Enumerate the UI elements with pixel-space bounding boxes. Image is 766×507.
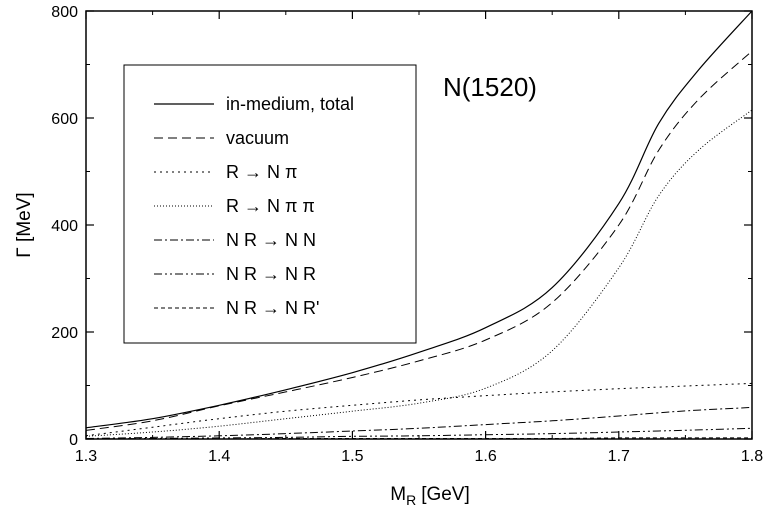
annotation-label: N(1520) [443,72,537,102]
x-tick-label: 1.5 [341,448,363,465]
series-line-n-r-n-r [85,427,753,440]
y-tick-label: 600 [51,111,78,128]
x-axis-title: MR [GeV] [390,484,470,507]
legend-label-r-n: R → N π [226,162,297,182]
y-axis-title: Γ [MeV] [14,192,35,257]
x-tick-label: 1.8 [741,448,763,465]
x-tick-label: 1.7 [608,448,630,465]
y-tick-label: 400 [51,218,78,235]
legend-label-n-r-n-r: N R → N R' [226,298,319,318]
legend-box [123,64,417,344]
legend-label-n-r-n-r: N R → N R [226,264,316,284]
legend-label-n-r-n-n: N R → N N [226,230,316,250]
y-tick-label: 0 [69,432,78,449]
axis-ticks [85,10,753,440]
legend-label-in-medium-total: in-medium, total [226,94,354,114]
y-tick-label: 200 [51,325,78,342]
series-line-in-medium-total [85,10,753,429]
x-tick-label: 1.3 [75,448,97,465]
series-line-vacuum [85,50,753,431]
axis-tick-labels: 1.3 1.4 1.5 1.6 1.7 1.8 0 200 400 600 800 [51,4,763,465]
y-tick-label: 800 [51,4,78,21]
series-lines [85,10,753,440]
legend: in-medium, total vacuum R → N π R → N π π N … [154,94,354,318]
legend-label-vacuum: vacuum [226,128,289,148]
series-line-r-n [85,109,753,437]
legend-label-r-n: R → N π π [226,196,315,216]
x-tick-label: 1.4 [208,448,230,465]
x-tick-label: 1.6 [474,448,496,465]
series-line-r-n [85,382,753,437]
series-line-n-r-n-n [85,406,753,439]
